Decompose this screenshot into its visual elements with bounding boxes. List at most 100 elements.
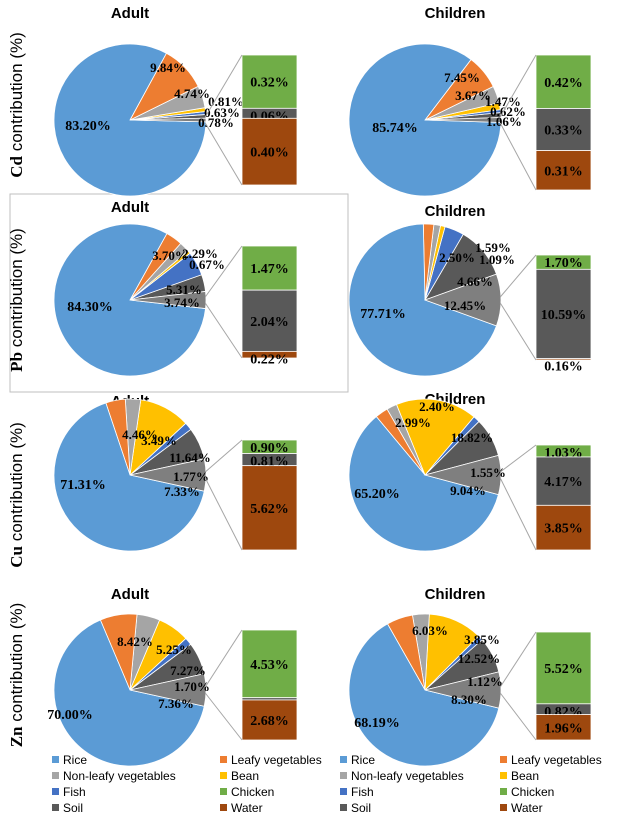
cu-children-bar-label-soil: 4.17%: [544, 475, 583, 490]
legend-swatch-leafy-vegetables: [220, 756, 227, 763]
cu-adult-slice-other: [129, 458, 207, 492]
zn-adult-title: Adult: [111, 586, 149, 603]
cd-children-bar-chicken: [535, 54, 592, 109]
legend-swatch-chicken: [500, 788, 507, 795]
zn-children-label-rice: 68.19%: [354, 716, 400, 731]
cu-adult-bar-water: [241, 465, 298, 551]
legend-label-non-leafy-vegetables: Non-leafy vegetables: [351, 769, 464, 783]
row-label-element: Zn: [7, 726, 26, 747]
legend-label-chicken: Chicken: [511, 785, 554, 799]
pb-adult-title: Adult: [111, 199, 149, 216]
row-label-suffix: contribution (%): [7, 422, 26, 546]
legend-label-water: Water: [231, 801, 263, 815]
zn-adult-connector-top: [204, 629, 243, 688]
cu-children-bar-label-water: 3.85%: [544, 522, 583, 537]
zn-adult-label-fish: 1.70%: [174, 679, 210, 694]
cu-adult-bar-label-water: 5.62%: [250, 502, 289, 517]
pb-adult-connector-bottom: [204, 302, 243, 359]
pb-adult-label-bean: 0.67%: [189, 257, 225, 272]
legend-swatch-water: [220, 804, 227, 811]
pb-adult-bar-label-chicken: 1.47%: [250, 262, 289, 277]
legend-swatch-bean: [220, 772, 227, 779]
zn-adult-slice-rice: [53, 619, 205, 767]
legend-swatch-chicken: [220, 788, 227, 795]
pb-children-chart: Children 77.71% 2.50%1.59%1.09% 4.66% 12.45%…: [348, 203, 592, 377]
legend-label-soil: Soil: [63, 801, 83, 815]
pb-children-label-bean: 1.09%: [479, 252, 515, 267]
cu-children-label-leafy-vegetables: 2.99%: [395, 415, 431, 430]
zn-adult-connector-bottom: [204, 692, 243, 741]
row-label-element: Cd: [7, 155, 26, 177]
row-label-zn: Zn contribution (%): [7, 603, 26, 748]
cd-adult-bar-label-chicken: 0.32%: [250, 76, 289, 91]
cu-children-label-soil: 9.04%: [450, 483, 486, 498]
cd-children-label-leafy-vegetables: 7.45%: [444, 70, 480, 85]
cd-adult-chart: Adult83.20%9.84%4.74%0.81%0.63%0.78%0.32…: [53, 5, 298, 197]
pb-adult-bar-soil: [241, 289, 298, 352]
cu-adult-connector-top: [204, 439, 243, 473]
pb-children-label-non-leafy-vegetables: 1.59%: [475, 240, 511, 255]
zn-children-chart: Children 68.19% 6.03% 3.85% 12.52% 1.12% 8.30%…: [348, 586, 592, 767]
cd-adult-slice-other: [129, 117, 207, 123]
cd-adult-label-fish: 0.63%: [204, 105, 240, 120]
cd-children-bar-soil: [535, 108, 592, 151]
row-label-cd: Cd contribution (%): [7, 32, 26, 178]
pb-children-label-rice: 77.71%: [360, 307, 406, 322]
pb-children-bar-label-water: 0.16%: [544, 360, 583, 375]
legend: Rice Leafy vegetables Non-leafy vegetables…: [52, 753, 602, 815]
pb-adult-label-leafy-vegetables: 3.70%: [152, 248, 188, 263]
cu-children-label-non-leafy-vegetables: 2.40%: [419, 399, 455, 414]
pb-adult-slice-rice: [53, 223, 206, 377]
pb-children-title: Children: [425, 203, 486, 220]
row-label-suffix: contribution (%): [7, 32, 26, 156]
zn-children-connector-bottom: [499, 692, 537, 741]
cd-children-bar-label-water: 0.31%: [544, 164, 583, 179]
zn-children-label-soil: 8.30%: [451, 692, 487, 707]
legend-swatch-soil: [52, 804, 59, 811]
pb-children-connector-bottom: [499, 302, 537, 361]
pb-children-label-leafy-vegetables: 2.50%: [439, 250, 475, 265]
cu-adult-label-rice: 71.31%: [60, 478, 106, 493]
row-label-pb: Pb contribution (%): [7, 228, 26, 372]
row-label-element: Pb: [7, 352, 26, 372]
zn-adult-label-bean: 7.27%: [170, 663, 206, 678]
pb-adult-label-rice: 84.30%: [67, 300, 113, 315]
zn-adult-label-non-leafy-vegetables: 5.25%: [156, 642, 192, 657]
cd-adult-connector-top: [204, 54, 243, 118]
cd-adult-label-non-leafy-vegetables: 4.74%: [174, 86, 210, 101]
cd-adult-label-leafy-vegetables: 9.84%: [150, 60, 186, 75]
cd-adult-bar-water: [241, 117, 298, 186]
legend-swatch-water: [500, 804, 507, 811]
zn-children-label-leafy-vegetables: 6.03%: [412, 623, 448, 638]
legend-label-leafy-vegetables: Leafy vegetables: [511, 753, 602, 767]
zn-children-slice-rice: [348, 623, 500, 767]
legend-swatch-rice: [340, 756, 347, 763]
cd-children-label-non-leafy-vegetables: 3.67%: [455, 88, 491, 103]
cu-children-bar-water: [535, 504, 592, 551]
cu-children-slice-bean: [395, 398, 475, 476]
legend-label-leafy-vegetables: Leafy vegetables: [231, 753, 322, 767]
legend-label-bean: Bean: [511, 769, 539, 783]
cu-children-label-rice: 65.20%: [354, 487, 400, 502]
zn-adult-bar-label-water: 2.68%: [250, 714, 289, 729]
cd-children-bar-water: [535, 150, 592, 191]
zn-adult-bar-chicken: [241, 629, 298, 699]
cu-adult-label-non-leafy-vegetables: 3.49%: [141, 433, 177, 448]
cd-adult-label-rice: 83.20%: [65, 119, 111, 134]
cd-adult-title: Adult: [111, 5, 149, 22]
cd-children-slice-other: [424, 117, 502, 123]
legend-label-soil: Soil: [351, 801, 371, 815]
pb-adult-frame: [9, 193, 349, 393]
cd-children-connector-bottom: [499, 122, 537, 191]
pb-children-connector-top: [499, 254, 537, 298]
legend-label-chicken: Chicken: [231, 785, 274, 799]
cu-adult-connector-bottom: [204, 477, 243, 551]
pb-children-bar-label-soil: 10.59%: [541, 308, 587, 323]
cu-children-label-bean: 18.82%: [451, 430, 493, 445]
pb-children-slice-other: [423, 273, 502, 327]
cu-adult-label-leafy-vegetables: 4.46%: [122, 427, 158, 442]
pb-adult-bar-water: [241, 350, 298, 359]
cu-children-connector-top: [499, 444, 537, 473]
cd-children-bar-label-soil: 0.33%: [544, 124, 583, 139]
